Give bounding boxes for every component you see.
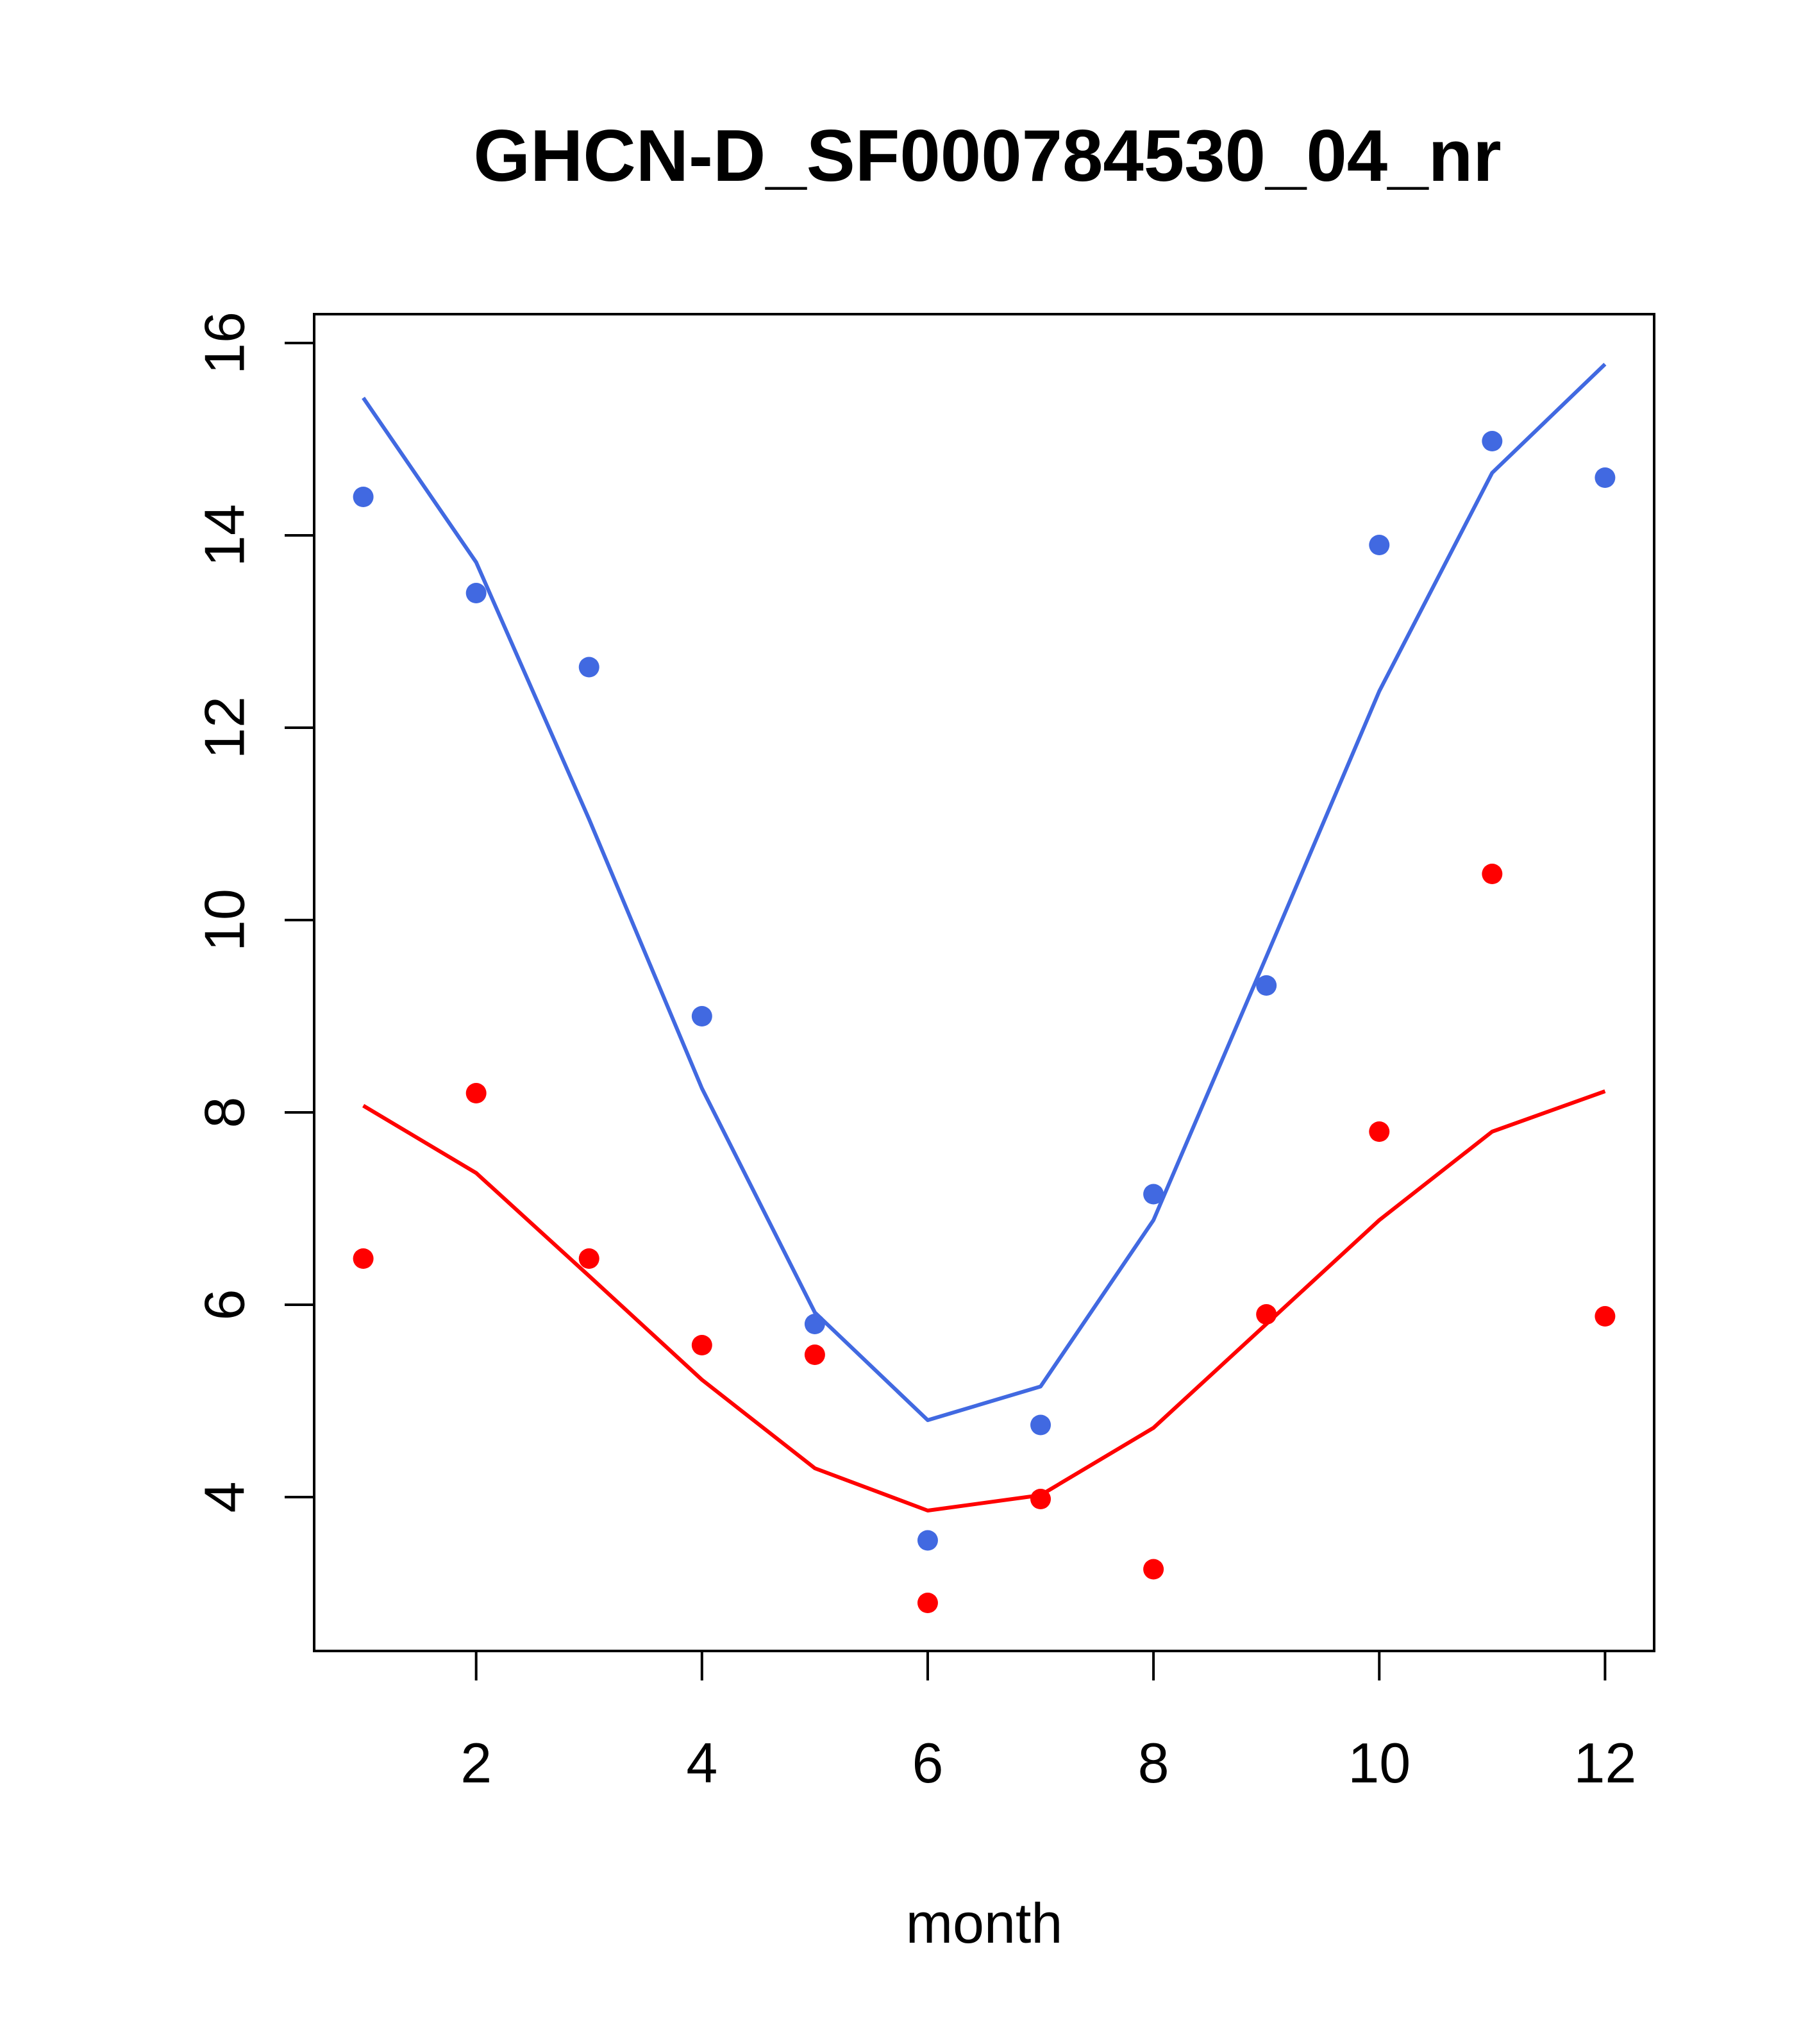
series-line-lower [362, 1089, 1606, 1512]
data-point-upper [1030, 1414, 1051, 1436]
series-line-upper [362, 362, 1607, 1422]
data-point-lower [1482, 864, 1503, 884]
data-point-lower [1595, 1306, 1616, 1327]
x-tick-label: 12 [1573, 1731, 1636, 1795]
data-point-upper [1369, 535, 1390, 555]
y-axis: 4 6 8 10 12 14 16 [193, 312, 315, 1512]
y-tick-label: 10 [193, 889, 256, 951]
data-point-lower [1256, 1304, 1277, 1325]
data-point-lower [465, 1083, 487, 1103]
data-point-upper [1143, 1184, 1164, 1205]
data-point-lower [804, 1345, 825, 1365]
data-point-upper [917, 1530, 938, 1551]
data-point-lower [1030, 1489, 1051, 1509]
chart-title: GHCN-D_SF000784530_04_nr [473, 115, 1501, 197]
y-tick-label: 8 [193, 1097, 256, 1128]
y-tick-label: 14 [193, 504, 256, 567]
data-point-upper [578, 657, 599, 678]
data-point-lower [917, 1593, 938, 1613]
data-point-lower [1143, 1559, 1164, 1580]
x-tick-label: 6 [912, 1731, 943, 1795]
data-point-lower [691, 1335, 712, 1355]
data-point-upper [465, 583, 487, 603]
y-tick-label: 12 [193, 696, 256, 759]
series-upper [353, 362, 1616, 1551]
x-tick-label: 2 [460, 1731, 492, 1795]
x-axis: 2 4 6 8 10 12 [460, 1650, 1636, 1795]
x-tick-label: 4 [686, 1731, 717, 1795]
data-point-lower [353, 1248, 374, 1269]
y-tick-label: 16 [193, 312, 256, 374]
series-layer [353, 362, 1616, 1613]
data-point-upper [1595, 467, 1616, 488]
data-point-lower [578, 1248, 599, 1269]
data-point-upper [804, 1314, 825, 1334]
data-point-lower [1369, 1121, 1390, 1142]
data-point-upper [353, 487, 374, 507]
data-point-upper [1482, 431, 1503, 451]
y-tick-label: 6 [193, 1289, 256, 1321]
x-tick-label: 8 [1138, 1731, 1169, 1795]
x-tick-label: 10 [1348, 1731, 1411, 1795]
y-tick-label: 4 [193, 1482, 256, 1513]
x-axis-label: month [906, 1891, 1063, 1955]
data-point-upper [691, 1006, 712, 1026]
series-lower [353, 864, 1616, 1613]
data-point-upper [1256, 975, 1277, 996]
